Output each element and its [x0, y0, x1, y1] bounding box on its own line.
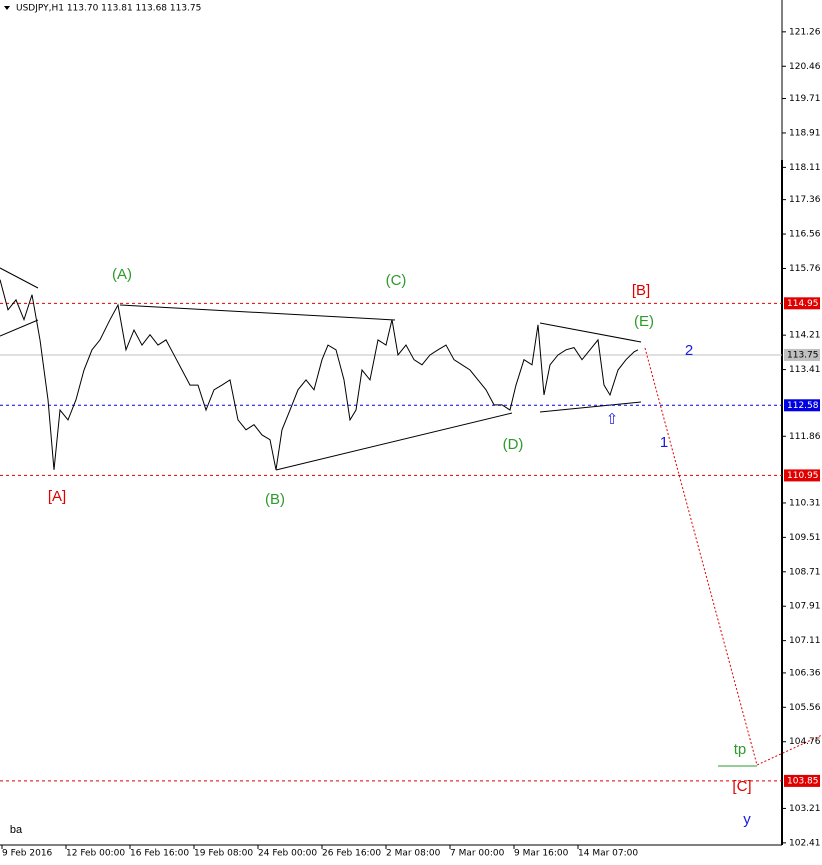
level-label-box [784, 399, 820, 412]
y-tick-label: 118.11 [789, 163, 821, 173]
wave-label: (C) [386, 272, 407, 289]
x-tick-label: 7 Mar 00:00 [450, 849, 505, 859]
wave-label: y [743, 811, 751, 828]
level-label: 103.85 [787, 776, 819, 786]
y-tick-label: 111.86 [789, 432, 821, 442]
y-tick-label: 114.21 [789, 331, 821, 341]
wave-label: (D) [503, 436, 524, 453]
layout-lines [0, 0, 822, 846]
wave-label: 2 [685, 342, 693, 359]
menu-arrow [4, 6, 10, 10]
price-line [0, 279, 639, 470]
trend-line [0, 319, 39, 337]
chart-title: USDJPY,H1 113.70 113.81 113.68 113.75 [16, 4, 201, 14]
level-label-box [784, 297, 820, 310]
x-tick-label: 12 Feb 00:00 [66, 849, 125, 859]
y-tick-label: 120.46 [789, 62, 821, 72]
wave-label: (A) [112, 266, 132, 283]
level-label-box [784, 774, 820, 787]
level-label: 114.95 [787, 299, 819, 309]
y-tick-label: 117.36 [789, 195, 821, 205]
y-tick-label: 118.91 [789, 128, 821, 138]
y-tick-label: 119.71 [789, 94, 821, 104]
level-label: 112.58 [787, 401, 819, 411]
x-tick-label: 9 Mar 16:00 [514, 849, 569, 859]
wave-label: ba [10, 824, 23, 836]
x-tick-label: 24 Feb 00:00 [258, 849, 317, 859]
level-label-box [784, 469, 820, 482]
y-tick-label: 116.56 [789, 230, 821, 240]
wave-label: (B) [265, 491, 285, 508]
trend-line [119, 304, 396, 321]
level-label: 110.95 [787, 471, 819, 481]
x-tick-label: 26 Feb 16:00 [322, 849, 381, 859]
x-tick-label: 19 Feb 08:00 [194, 849, 253, 859]
y-tick-label: 107.91 [789, 602, 821, 612]
level-label-box [784, 348, 820, 361]
y-tick-label: 104.76 [789, 737, 821, 747]
x-tick-label: 16 Feb 16:00 [130, 849, 189, 859]
wave-label: [A] [48, 488, 66, 505]
y-tick-label: 107.11 [789, 636, 821, 646]
wave-label: ⇧ [606, 411, 619, 428]
wave-label: [B] [632, 282, 650, 299]
level-label: 113.75 [787, 350, 819, 360]
wave-label: 1 [660, 434, 668, 451]
y-tick-label: 103.21 [789, 804, 821, 814]
trend-line [0, 267, 39, 289]
y-tick-label: 115.76 [789, 264, 821, 274]
x-tick-label: 14 Mar 07:00 [578, 849, 638, 859]
trend-line [539, 401, 642, 413]
wave-label: [C] [732, 778, 751, 795]
wave-label: tp [734, 741, 747, 758]
trend-line [539, 322, 642, 343]
y-tick-label: 113.41 [789, 365, 821, 375]
y-tick-label: 109.51 [789, 533, 821, 543]
y-tick-label: 105.56 [789, 703, 821, 713]
x-tick-label: 2 Mar 08:00 [386, 849, 441, 859]
y-tick-label: 110.31 [789, 498, 821, 508]
y-tick-label: 108.71 [789, 567, 821, 577]
y-tick-label: 102.41 [789, 838, 821, 848]
wave-label: (E) [634, 313, 654, 330]
trend-line [275, 412, 513, 471]
y-tick-label: 106.36 [789, 668, 821, 678]
x-tick-label: 9 Feb 2016 [2, 849, 53, 859]
y-tick-label: 121.26 [789, 27, 821, 37]
